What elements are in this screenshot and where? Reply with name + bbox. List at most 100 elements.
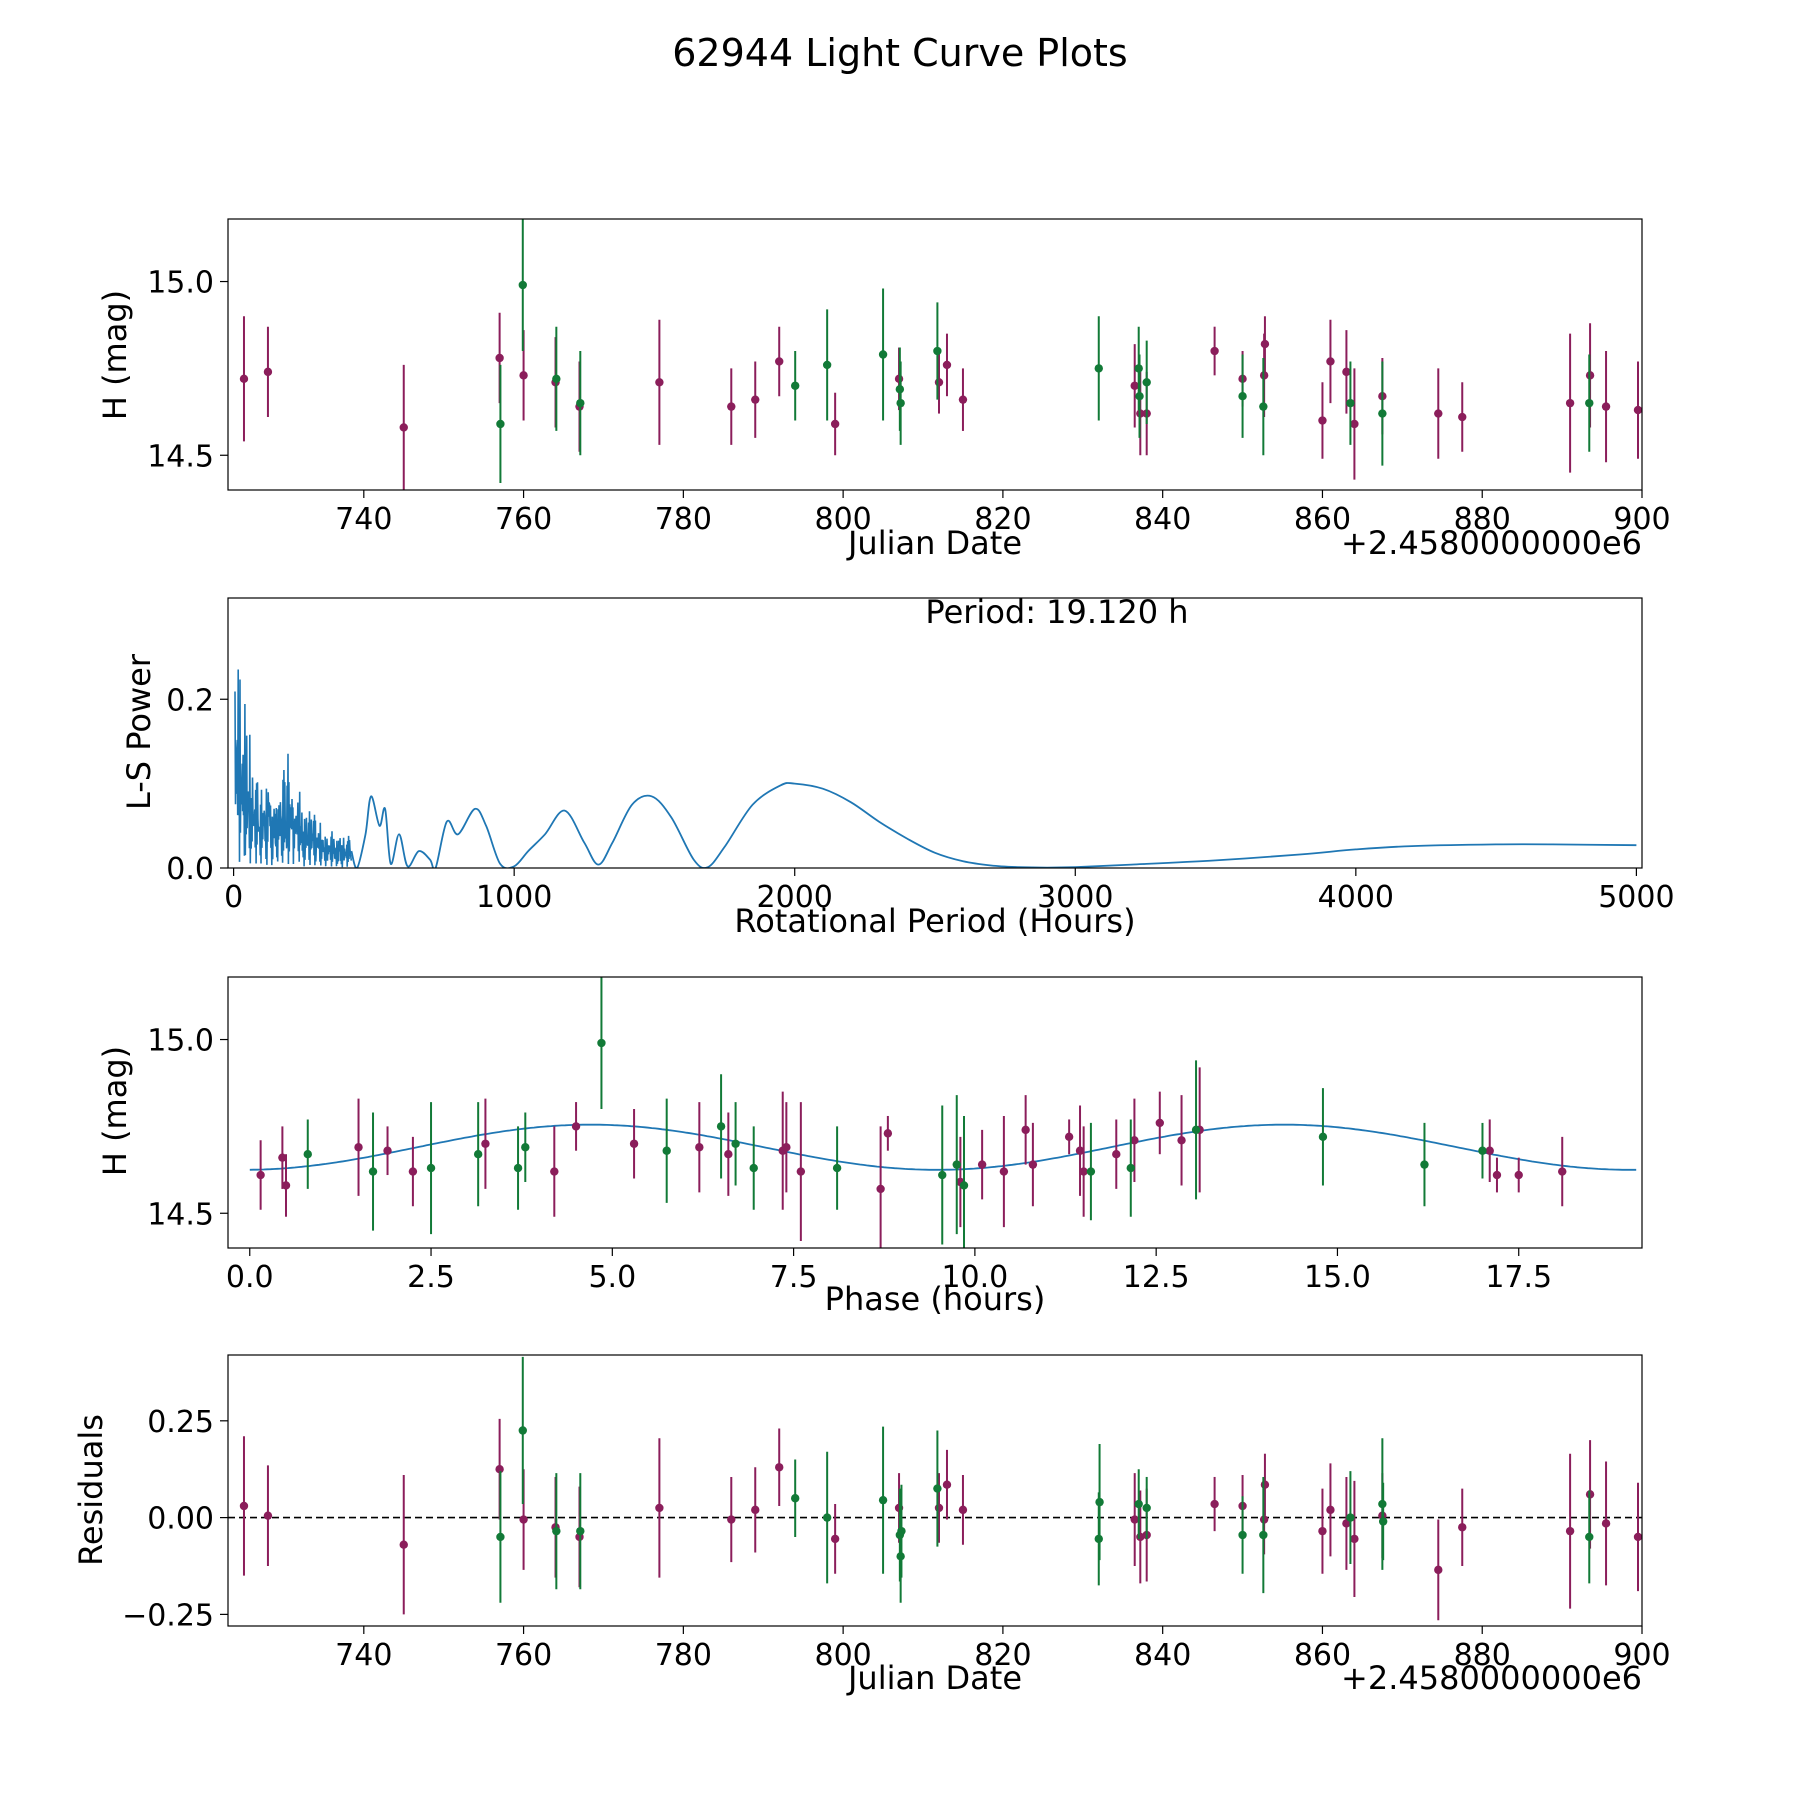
phase-data-point — [749, 1163, 758, 1173]
residuals-xlabel: Julian Date — [846, 1659, 1022, 1697]
lightcurve-data-point — [1434, 409, 1443, 418]
lightcurve-data-point — [822, 360, 832, 370]
phase-data-point — [1420, 1160, 1429, 1169]
lightcurve-xtick-label: 840 — [1134, 502, 1191, 537]
lightcurve-xtick-label: 760 — [495, 502, 552, 537]
residuals-xtick-label: 760 — [495, 1638, 552, 1673]
lightcurve-offset-text: +2.4580000000e6 — [1341, 524, 1642, 562]
phase-data-point — [1177, 1136, 1186, 1145]
periodogram-xtick-label: 4000 — [1318, 880, 1394, 915]
phase-data-point — [1558, 1167, 1567, 1176]
phase-data-point — [832, 1163, 842, 1173]
lightcurve-ylabel: H (mag) — [96, 290, 134, 420]
lightcurve-data-point — [496, 419, 505, 429]
phase-data-point — [1130, 1136, 1139, 1145]
phase-xtick-label: 10.0 — [941, 1260, 1008, 1295]
phase-data-point — [1064, 1132, 1074, 1142]
phase-data-point — [1155, 1118, 1164, 1128]
period-annotation: Period: 19.120 h — [925, 593, 1188, 631]
lightcurve-data-point — [942, 360, 952, 370]
phase-data-point — [513, 1163, 523, 1173]
lightcurve-data-point — [1342, 367, 1351, 377]
phase-frame — [227, 976, 1643, 1249]
phase-xtick-label: 2.5 — [407, 1260, 455, 1295]
lightcurve-data-point — [1601, 402, 1611, 411]
phase-data-point — [959, 1181, 969, 1190]
phase-xlabel: Phase (hours) — [825, 1280, 1046, 1318]
residuals-data-point — [519, 1515, 528, 1524]
phase-xtick-label: 17.5 — [1485, 1260, 1552, 1295]
lightcurve-data-point — [1350, 419, 1359, 429]
residuals-data-point — [1378, 1517, 1388, 1526]
phase-data-point — [550, 1167, 559, 1176]
phase-xtick-label: 12.5 — [1123, 1260, 1190, 1295]
phase-data-point — [281, 1181, 291, 1190]
lightcurve-data-point — [934, 378, 944, 387]
phase-data-point — [1075, 1146, 1085, 1155]
residuals-data-point — [878, 1495, 888, 1505]
lightcurve-data-point — [1210, 346, 1219, 356]
phase-data-point — [731, 1139, 740, 1148]
residuals-data-point — [1458, 1523, 1467, 1532]
lightcurve-data-point — [1633, 405, 1642, 415]
phase-ytick-label: 15.0 — [147, 1024, 214, 1059]
phase-data-point — [278, 1153, 287, 1162]
residuals-ytick-label: 0.00 — [147, 1502, 214, 1537]
lightcurve-data-point — [775, 357, 784, 366]
phase-data-point — [354, 1143, 363, 1152]
lightcurve-data-point — [1130, 381, 1139, 390]
residuals-data-point — [239, 1501, 249, 1511]
lightcurve-data-point — [518, 280, 527, 290]
lightcurve-data-point — [727, 402, 736, 411]
residuals-data-point — [1318, 1526, 1327, 1536]
lightcurve-data-point — [1458, 412, 1467, 422]
phase-data-point — [481, 1139, 490, 1148]
lightcurve-xlabel: Julian Date — [846, 524, 1022, 562]
residuals-plot-area — [228, 1356, 1642, 1621]
periodogram-plot-area — [234, 669, 1637, 868]
phase-xtick-label: 15.0 — [1304, 1260, 1371, 1295]
phase-data-point — [521, 1143, 530, 1152]
lightcurve-data-point — [1565, 398, 1575, 408]
lightcurve-data-point — [519, 371, 528, 380]
lightcurve-data-point — [751, 395, 760, 404]
lightcurve-data-point — [1259, 402, 1268, 411]
phase-xtick-label: 0.0 — [226, 1260, 274, 1295]
lightcurve-xtick-label: 900 — [1613, 502, 1670, 537]
residuals-data-point — [552, 1526, 561, 1536]
residuals-xtick-label: 840 — [1134, 1638, 1191, 1673]
lightcurve-data-point — [933, 346, 942, 356]
residuals-data-point — [655, 1503, 664, 1513]
residuals-data-point — [1095, 1497, 1104, 1507]
residuals-data-point — [897, 1526, 906, 1536]
phase-ytick-label: 14.5 — [147, 1197, 214, 1232]
residuals-data-point — [1210, 1499, 1219, 1509]
residuals-data-point — [1326, 1505, 1335, 1515]
phase-data-point — [716, 1122, 726, 1131]
periodogram-noise-line — [234, 669, 353, 868]
phase-data-point — [999, 1167, 1009, 1176]
residuals-xtick-label: 740 — [335, 1638, 392, 1673]
residuals-data-point — [399, 1540, 408, 1549]
residuals-data-point — [934, 1503, 944, 1513]
residuals-data-point — [1260, 1480, 1270, 1489]
lightcurve-ytick-label: 15.0 — [147, 266, 214, 301]
residuals-xtick-label: 880 — [1454, 1638, 1511, 1673]
periodogram-xtick-label: 2000 — [757, 880, 833, 915]
periodogram-panel: Rotational Period (Hours) L-S Power Peri… — [120, 593, 1675, 940]
phase-data-point — [426, 1163, 436, 1173]
phase-panel: Phase (hours) H (mag) 0.0 2.5 5.0 7.5 10.0 12… — [96, 976, 1643, 1318]
phase-data-point — [796, 1167, 806, 1176]
periodogram-xlabel: Rotational Period (Hours) — [734, 902, 1135, 940]
lightcurve-panel: Julian Date H (mag) +2.4580000000e6 740 7… — [96, 218, 1671, 562]
phase-data-point — [977, 1160, 987, 1169]
lightcurve-data-point — [1142, 378, 1151, 387]
residuals-data-point — [1434, 1565, 1443, 1575]
residuals-data-point — [790, 1494, 800, 1503]
phase-data-point — [1485, 1146, 1494, 1155]
residuals-ylabel: Residuals — [72, 1414, 110, 1566]
lightcurve-data-point — [1326, 357, 1335, 366]
lightcurve-data-point — [830, 419, 840, 429]
phase-data-point — [952, 1160, 961, 1169]
lightcurve-data-point — [399, 423, 408, 432]
